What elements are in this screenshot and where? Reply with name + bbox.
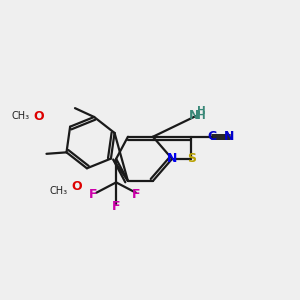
Text: C: C bbox=[207, 130, 216, 143]
Text: N: N bbox=[224, 130, 235, 143]
Text: N: N bbox=[189, 109, 200, 122]
Text: F: F bbox=[89, 188, 98, 201]
Text: O: O bbox=[33, 110, 44, 123]
Text: CH₃: CH₃ bbox=[49, 186, 67, 196]
Text: S: S bbox=[187, 152, 196, 165]
Text: N: N bbox=[167, 152, 177, 165]
Text: O: O bbox=[71, 180, 82, 193]
Text: F: F bbox=[132, 188, 140, 201]
Text: H: H bbox=[197, 106, 206, 116]
Text: H: H bbox=[197, 110, 206, 121]
Text: CH₃: CH₃ bbox=[12, 111, 30, 121]
Text: F: F bbox=[112, 200, 120, 213]
